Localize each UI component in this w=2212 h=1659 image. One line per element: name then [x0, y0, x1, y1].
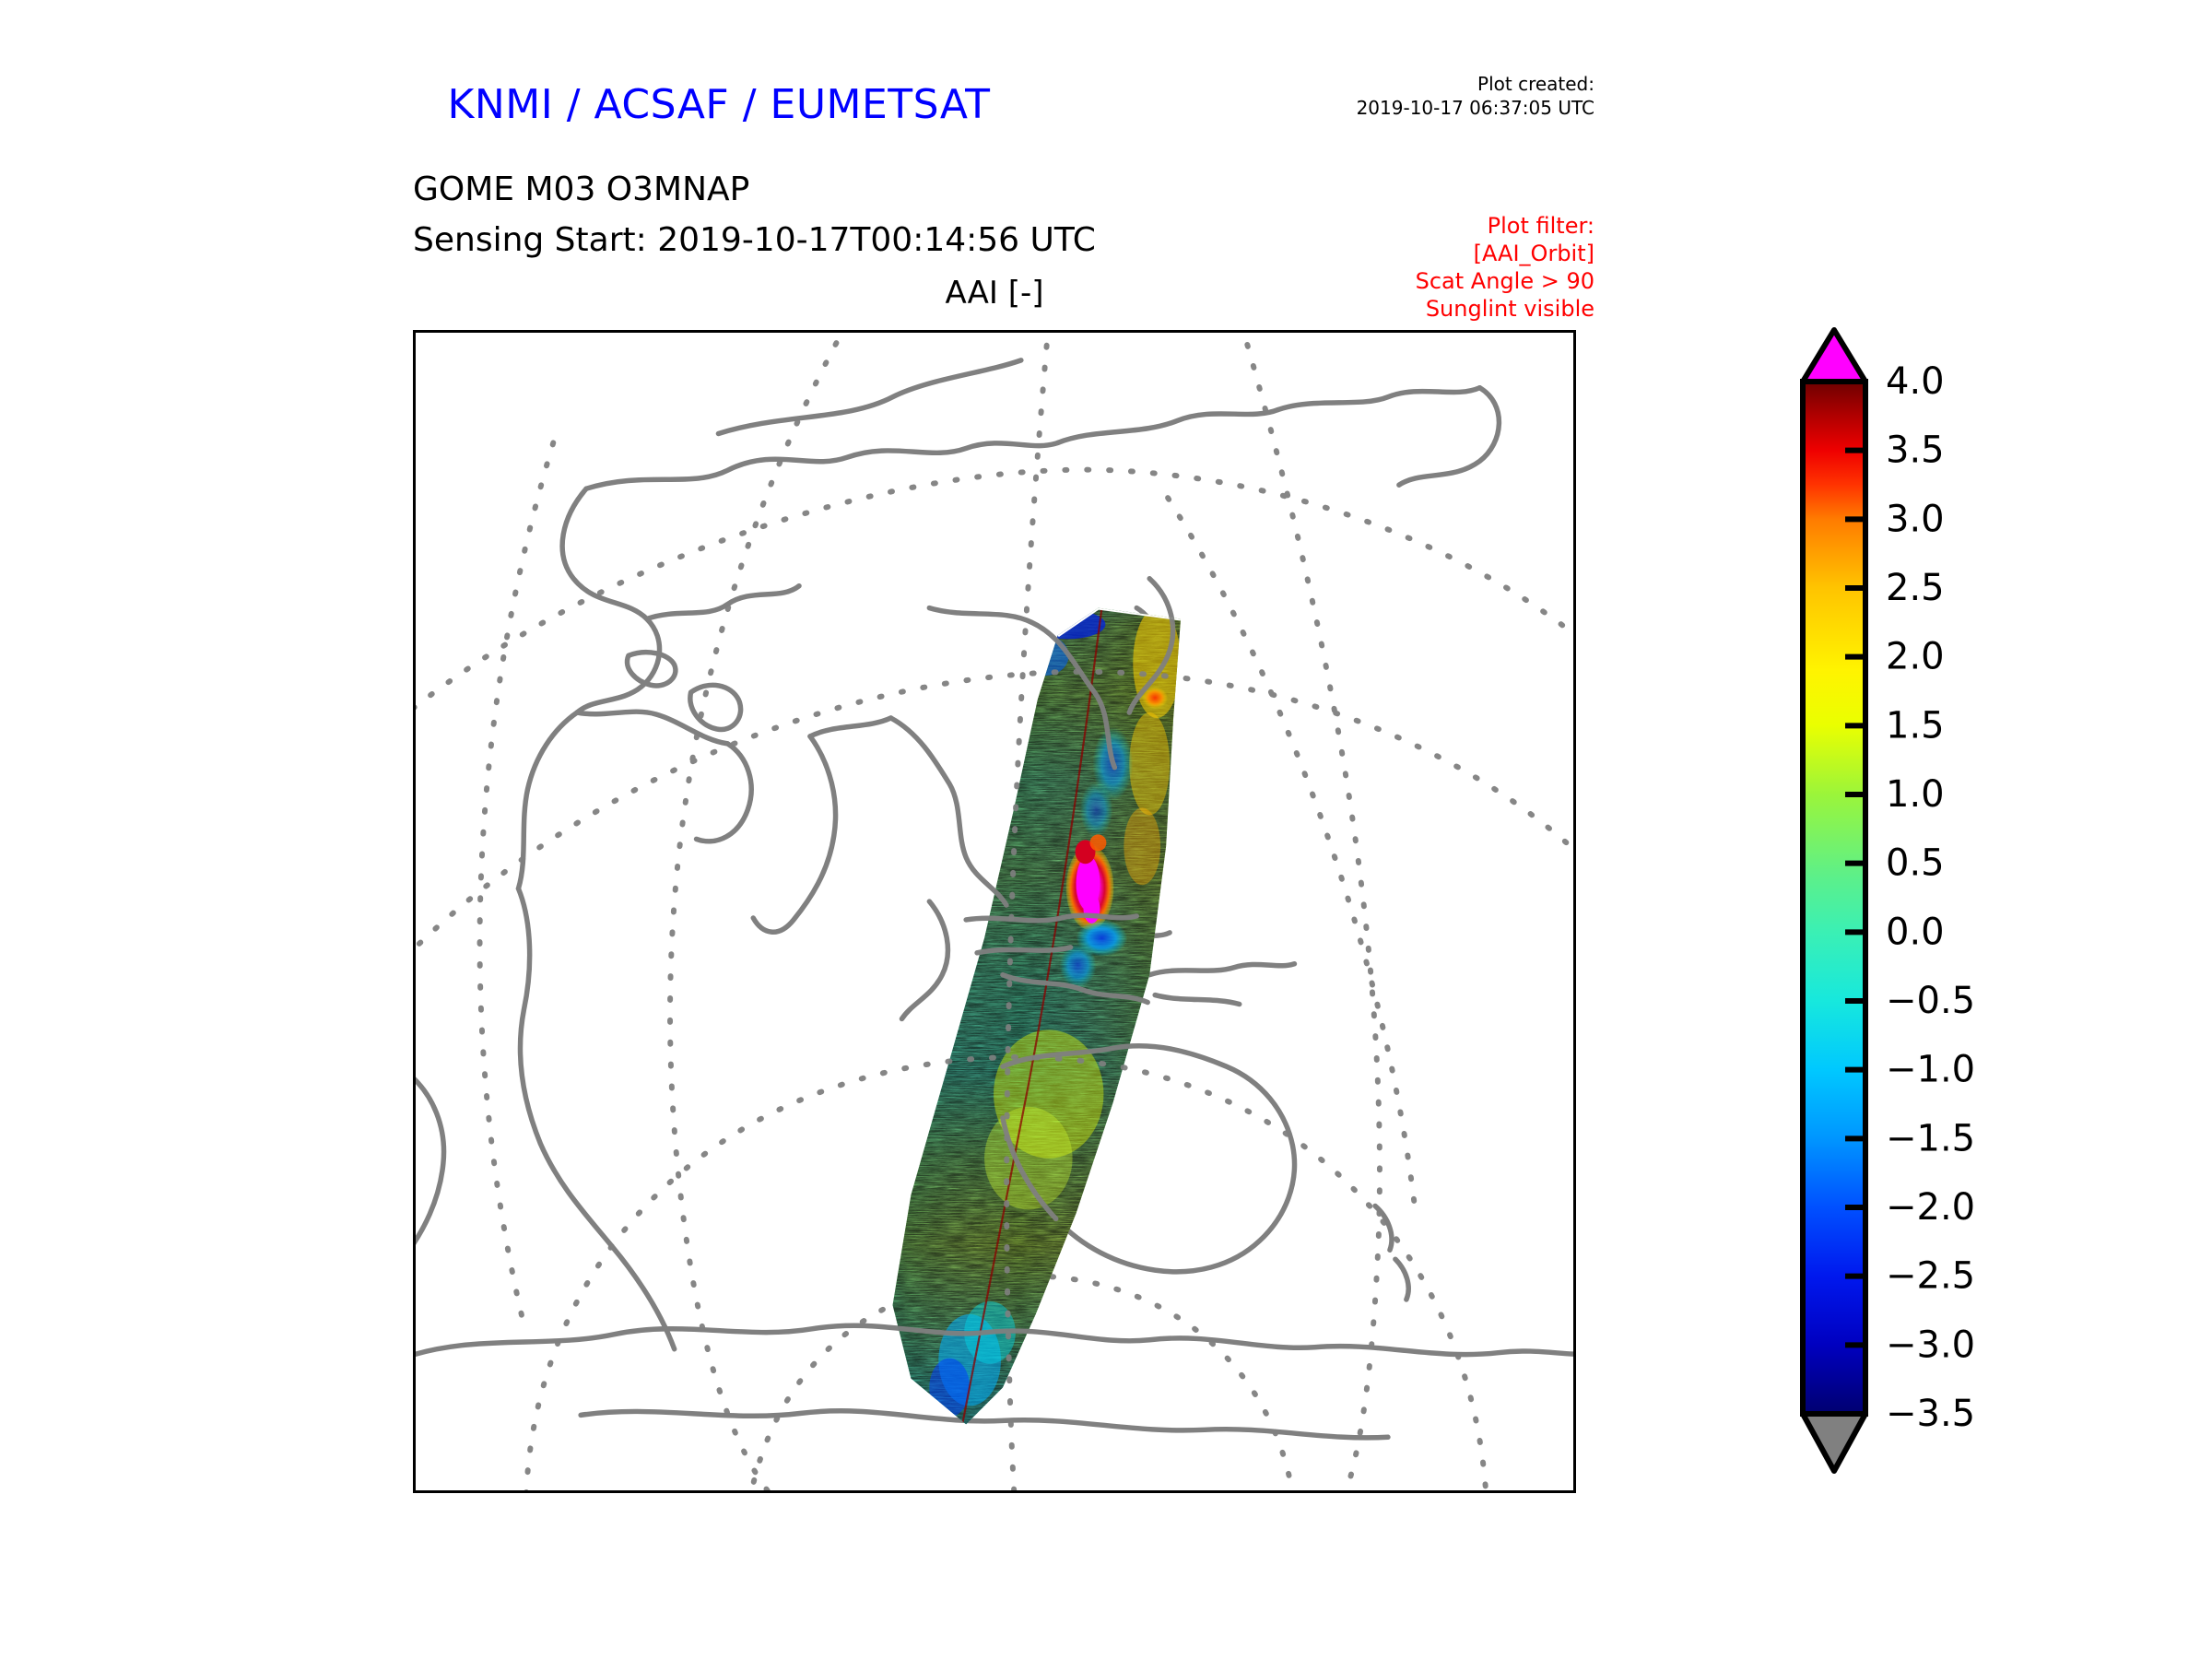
colorbar-tick-label: 0.5	[1886, 842, 1945, 885]
colorbar-tick-label: 4.0	[1886, 360, 1945, 403]
colorbar-tick-label: −3.5	[1886, 1393, 1975, 1435]
colorbar-tick-label: 3.5	[1886, 429, 1945, 472]
colorbar-tick-label: 1.0	[1886, 773, 1945, 816]
colorbar-under-range-arrow	[1800, 1411, 1868, 1474]
plot-filter-label: Plot filter:	[1487, 213, 1594, 239]
aerosol-plume	[1065, 834, 1114, 930]
graticule-overlay	[892, 607, 1182, 1425]
plot-filter-block: Plot filter: [AAI_Orbit] Scat Angle > 90…	[1226, 212, 1594, 323]
colorbar-ticks	[1845, 379, 1867, 1417]
colorbar-tick-label: −1.0	[1886, 1049, 1975, 1091]
map-canvas	[416, 333, 1573, 1490]
colorbar-tick-label: −2.0	[1886, 1186, 1975, 1229]
colorbar-canvas: 4.0 3.5 3.0 2.5 2.0 1.5 1.0 0.5 0.0 −0.5 −1.0 −1.5 −…	[1800, 327, 1975, 1474]
colorbar-tick-label: −1.5	[1886, 1117, 1975, 1159]
colorbar: 4.0 3.5 3.0 2.5 2.0 1.5 1.0 0.5 0.0 −0.5 −1.0 −1.5 −…	[1797, 324, 2147, 1513]
plot-created-block: Plot created: 2019-10-17 06:37:05 UTC	[1226, 72, 1594, 120]
plot-filter-name: [AAI_Orbit]	[1473, 241, 1594, 266]
product-title: GOME M03 O3MNAP	[413, 171, 750, 208]
colorbar-tick-label: −3.0	[1886, 1324, 1975, 1366]
organisation-title: KNMI / ACSAF / EUMETSAT	[447, 81, 991, 128]
map-plot-area	[413, 330, 1576, 1493]
colorbar-tick-labels: 4.0 3.5 3.0 2.5 2.0 1.5 1.0 0.5 0.0 −0.5 −1.0 −1.5 −…	[1886, 360, 1975, 1435]
colorbar-over-range-arrow	[1800, 327, 1868, 384]
colorbar-gradient	[1800, 379, 1868, 1417]
plot-created-time: 2019-10-17 06:37:05 UTC	[1356, 97, 1594, 119]
plot-title: AAI [-]	[945, 275, 1044, 312]
colorbar-tick-label: 1.5	[1886, 704, 1945, 747]
colorbar-tick-label: 0.0	[1886, 911, 1945, 953]
plot-filter-scat: Scat Angle > 90	[1415, 268, 1594, 294]
colorbar-tick-label: −0.5	[1886, 980, 1975, 1022]
plot-filter-glint: Sunglint visible	[1425, 296, 1594, 322]
sensing-start-label: Sensing Start: 2019-10-17T00:14:56 UTC	[413, 221, 1096, 259]
colorbar-tick-label: 3.0	[1886, 498, 1945, 540]
colorbar-tick-label: 2.5	[1886, 567, 1945, 609]
plot-created-label: Plot created:	[1477, 73, 1594, 95]
colorbar-tick-label: 2.0	[1886, 636, 1945, 678]
colorbar-tick-label: −2.5	[1886, 1255, 1975, 1298]
satellite-swath	[892, 607, 1182, 1425]
